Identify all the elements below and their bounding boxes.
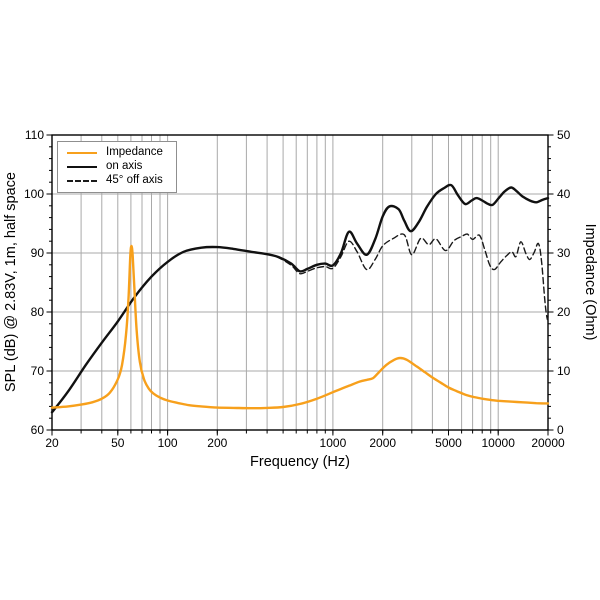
- y-right-tick-label: 40: [557, 187, 571, 201]
- y-right-tick-label: 30: [557, 246, 571, 260]
- x-tick-label: 10000: [482, 436, 516, 450]
- y-left-tick-label: 80: [31, 305, 45, 319]
- legend: Impedance on axis 45° off axis: [57, 141, 177, 193]
- on-axis-line-swatch: [67, 165, 97, 168]
- y-left-tick-label: 90: [31, 246, 45, 260]
- off-axis-line-swatch: [67, 179, 97, 182]
- x-axis-title: Frequency (Hz): [250, 454, 350, 470]
- legend-item-off-axis: 45° off axis: [67, 174, 163, 187]
- y-left-tick-label: 70: [31, 364, 45, 378]
- y-left-tick-label: 110: [25, 128, 44, 142]
- x-tick-label: 5000: [435, 436, 462, 450]
- impedance-curve: [50, 244, 550, 410]
- x-tick-label: 100: [158, 436, 178, 450]
- legend-label-off-axis: 45° off axis: [106, 174, 163, 186]
- y-right-tick-label: 0: [557, 423, 564, 437]
- x-tick-label: 2000: [369, 436, 396, 450]
- y-right-tick-label: 10: [557, 364, 571, 378]
- x-tick-label: 200: [207, 436, 227, 450]
- legend-label-impedance: Impedance: [106, 146, 163, 158]
- y-left-axis-title: SPL (dB) @ 2.83V, 1m, half space: [3, 172, 19, 392]
- curves: [50, 183, 550, 414]
- legend-label-on-axis: on axis: [106, 160, 143, 172]
- x-tick-label: 20000: [531, 436, 565, 450]
- axis-tick-labels: 20 50 100 200 1000 2000 5000 10000 2000060708090…: [24, 128, 571, 450]
- x-tick-label: 50: [111, 436, 125, 450]
- x-tick-label: 20: [45, 436, 59, 450]
- legend-item-on-axis: on axis: [67, 160, 163, 173]
- plot-border: [51, 134, 549, 431]
- x-tick-label: 1000: [320, 436, 347, 450]
- legend-item-impedance: Impedance: [67, 146, 163, 159]
- axis-ticks: [46, 134, 554, 436]
- y-right-tick-label: 20: [557, 305, 571, 319]
- impedance-line-swatch: [67, 151, 97, 154]
- y-right-axis-title: Impedance (Ohm): [582, 224, 598, 341]
- y-right-tick-label: 50: [557, 128, 571, 142]
- y-left-tick-label: 100: [24, 187, 44, 201]
- on-axis-curve: [50, 183, 550, 414]
- y-left-tick-label: 60: [31, 423, 45, 437]
